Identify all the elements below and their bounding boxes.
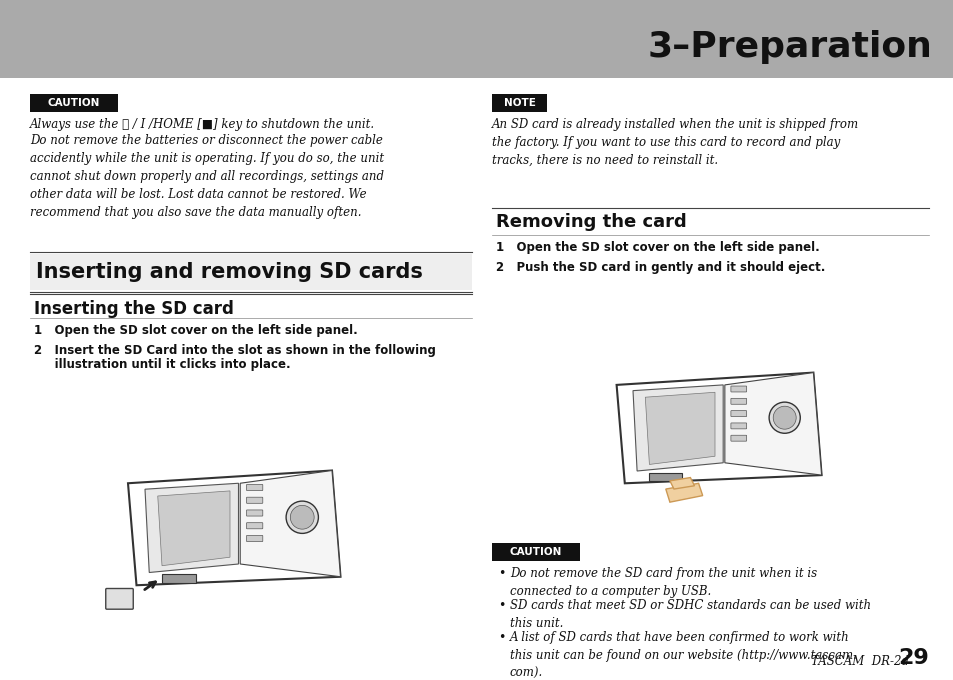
FancyBboxPatch shape — [246, 510, 262, 516]
Text: SD cards that meet SD or SDHC standards can be used with
this unit.: SD cards that meet SD or SDHC standards … — [510, 599, 870, 630]
Text: 29: 29 — [898, 648, 928, 668]
Text: 1   Open the SD slot cover on the left side panel.: 1 Open the SD slot cover on the left sid… — [496, 241, 819, 254]
Bar — [0, 0, 953, 78]
FancyBboxPatch shape — [246, 535, 262, 541]
Ellipse shape — [286, 501, 318, 533]
Polygon shape — [669, 477, 694, 489]
Text: 3–Preparation: 3–Preparation — [646, 30, 931, 64]
Polygon shape — [157, 491, 230, 566]
Text: Inserting and removing SD cards: Inserting and removing SD cards — [36, 262, 422, 282]
Text: Removing the card: Removing the card — [496, 213, 686, 231]
Polygon shape — [240, 471, 340, 577]
Bar — [30, 254, 472, 290]
FancyBboxPatch shape — [730, 435, 746, 441]
Text: CAUTION: CAUTION — [48, 98, 100, 108]
Text: Always use the ⏻ / I /HOME [■] key to shutdown the unit.: Always use the ⏻ / I /HOME [■] key to sh… — [30, 118, 375, 131]
FancyBboxPatch shape — [730, 398, 746, 404]
Bar — [492, 94, 546, 112]
FancyBboxPatch shape — [246, 523, 262, 529]
Polygon shape — [724, 373, 821, 475]
FancyBboxPatch shape — [246, 497, 262, 503]
Text: 1   Open the SD slot cover on the left side panel.: 1 Open the SD slot cover on the left sid… — [34, 324, 357, 337]
FancyBboxPatch shape — [730, 411, 746, 417]
Text: Inserting the SD card: Inserting the SD card — [34, 300, 233, 318]
Bar — [649, 473, 681, 481]
Text: 2   Push the SD card in gently and it should eject.: 2 Push the SD card in gently and it shou… — [496, 261, 824, 274]
FancyBboxPatch shape — [730, 423, 746, 429]
Ellipse shape — [768, 402, 800, 433]
Text: illustration until it clicks into place.: illustration until it clicks into place. — [34, 358, 291, 371]
Polygon shape — [644, 392, 714, 464]
Bar — [30, 94, 118, 112]
Text: NOTE: NOTE — [503, 98, 535, 108]
Polygon shape — [633, 385, 722, 471]
FancyBboxPatch shape — [730, 386, 746, 392]
Bar — [492, 543, 579, 561]
Text: CAUTION: CAUTION — [509, 547, 561, 557]
Text: Do not remove the batteries or disconnect the power cable
accidently while the u: Do not remove the batteries or disconnec… — [30, 134, 384, 219]
Text: 2   Insert the SD Card into the slot as shown in the following: 2 Insert the SD Card into the slot as sh… — [34, 344, 436, 357]
Text: Do not remove the SD card from the unit when it is
connected to a computer by US: Do not remove the SD card from the unit … — [510, 567, 817, 598]
FancyBboxPatch shape — [246, 484, 262, 490]
Ellipse shape — [290, 505, 314, 529]
Text: TASCAM  DR-2d: TASCAM DR-2d — [810, 655, 908, 668]
Polygon shape — [665, 483, 702, 502]
Text: An SD card is already installed when the unit is shipped from
the factory. If yo: An SD card is already installed when the… — [492, 118, 859, 167]
Text: •: • — [497, 631, 505, 644]
Text: •: • — [497, 567, 505, 580]
Polygon shape — [145, 483, 238, 573]
Ellipse shape — [773, 406, 796, 429]
FancyBboxPatch shape — [106, 588, 133, 609]
Text: A list of SD cards that have been confirmed to work with
this unit can be found : A list of SD cards that have been confir… — [510, 631, 856, 680]
Polygon shape — [128, 471, 340, 585]
Polygon shape — [616, 373, 821, 483]
Bar — [162, 574, 195, 583]
Text: •: • — [497, 599, 505, 612]
